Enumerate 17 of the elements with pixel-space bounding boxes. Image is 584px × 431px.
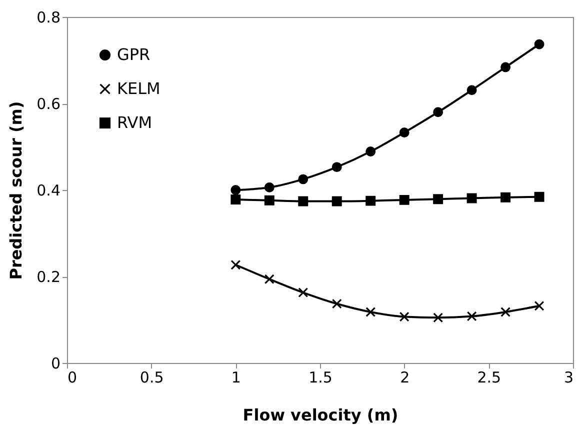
x-tick-label: 2 (400, 368, 410, 386)
x-tick-label: 0 (68, 368, 78, 386)
y-tick-label: 0.6 (36, 95, 60, 113)
x-tick-label: 3 (564, 368, 574, 386)
x-tick-label: 1.5 (308, 368, 332, 386)
y-tick-label: 0.8 (36, 8, 60, 26)
y-tick-label: 0.2 (36, 268, 60, 286)
x-tick-label: 0.5 (140, 368, 164, 386)
x-tick-label: 1 (231, 368, 241, 386)
legend-label: GPR (117, 45, 150, 64)
x-axis-title: Flow velocity (m) (242, 406, 398, 424)
legend-label: KELM (117, 79, 160, 98)
legend-label: RVM (117, 113, 152, 132)
y-tick-label: 0.4 (36, 182, 60, 200)
x-tick-label: 2.5 (477, 368, 502, 386)
y-axis-title: Predicted scour (m) (6, 101, 26, 280)
y-tick-label: 0 (50, 354, 60, 372)
